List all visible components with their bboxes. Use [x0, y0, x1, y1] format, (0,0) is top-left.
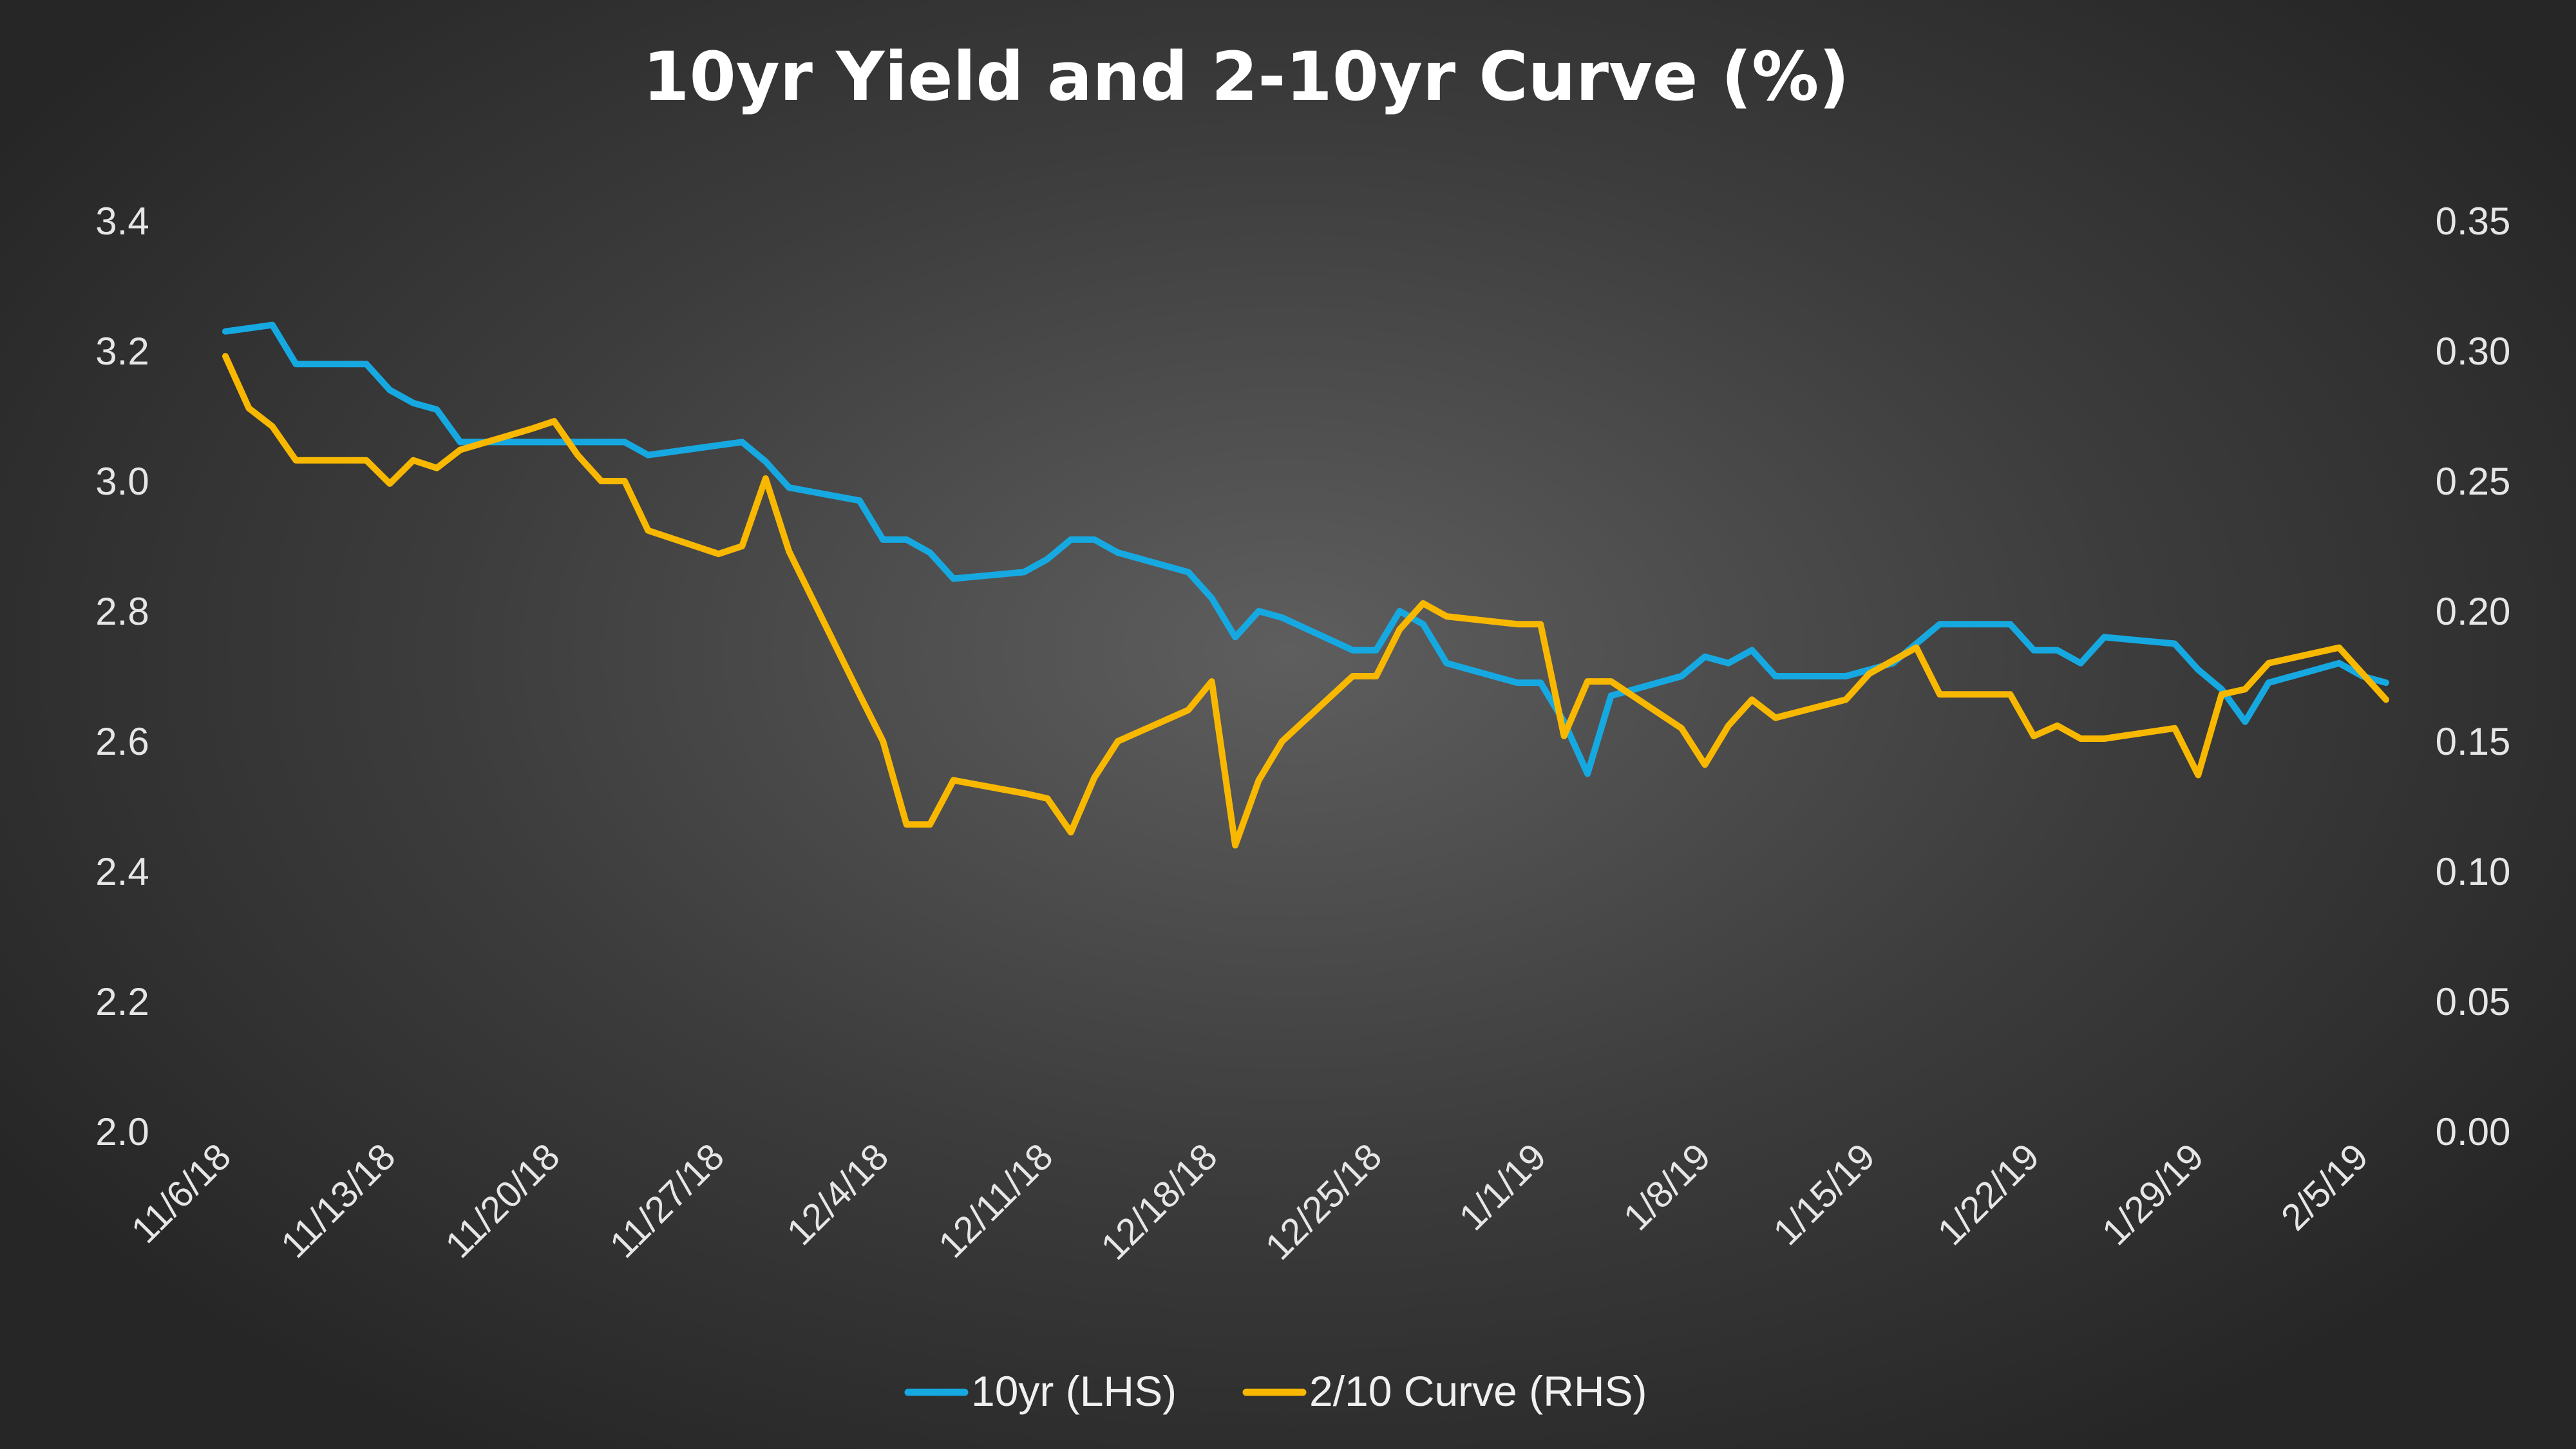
- left-axis-tick-label: 3.2: [95, 330, 149, 373]
- left-axis-tick-label: 2.4: [95, 850, 149, 893]
- left-axis-tick-label: 2.6: [95, 720, 149, 763]
- right-axis-tick-label: 0.35: [2436, 200, 2511, 243]
- left-axis-tick-label: 2.0: [95, 1110, 149, 1153]
- right-axis-tick-label: 0.20: [2436, 590, 2511, 633]
- legend-label: 10yr (LHS): [971, 1367, 1177, 1415]
- legend-label: 2/10 Curve (RHS): [1309, 1367, 1647, 1415]
- right-axis-tick-label: 0.30: [2436, 330, 2511, 373]
- plot-area: [222, 321, 2389, 849]
- series-line-2: [222, 353, 2389, 849]
- x-axis-tick-label: 12/11/18: [931, 1135, 1061, 1266]
- right-axis-tick-label: 0.10: [2436, 850, 2511, 893]
- right-axis-tick-label: 0.00: [2436, 1110, 2511, 1153]
- left-axis-tick-label: 3.4: [95, 200, 149, 243]
- x-axis-tick-label: 11/13/18: [273, 1135, 404, 1266]
- x-axis-tick-label: 1/15/19: [1765, 1135, 1883, 1253]
- right-axis-tick-label: 0.05: [2436, 980, 2511, 1023]
- x-axis-tick-label: 2/5/19: [2273, 1135, 2376, 1238]
- x-axis-tick-label: 12/25/18: [1257, 1135, 1390, 1268]
- x-axis-tick-label: 11/20/18: [437, 1135, 568, 1266]
- left-axis: 2.0 2.2 2.4 2.6 2.8 3.0 3.2 3.4: [95, 200, 149, 1153]
- left-axis-tick-label: 2.8: [95, 590, 149, 633]
- x-axis-tick-label: 1/1/19: [1451, 1135, 1554, 1238]
- x-axis-tick-label: 1/29/19: [2094, 1135, 2212, 1253]
- x-axis-tick-label: 1/8/19: [1616, 1135, 1719, 1238]
- series-line-1: [222, 321, 2389, 777]
- x-axis-tick-label: 11/27/18: [601, 1135, 732, 1266]
- right-axis: 0.00 0.05 0.10 0.15 0.20 0.25 0.30 0.35: [2436, 200, 2511, 1153]
- left-axis-tick-label: 2.2: [95, 980, 149, 1023]
- left-axis-tick-label: 3.0: [95, 460, 149, 503]
- x-axis: 11/6/18 11/13/18 11/20/18 11/27/18 12/4/18 12…: [123, 1135, 2376, 1268]
- x-axis-tick-label: 12/4/18: [779, 1135, 896, 1253]
- x-axis-tick-label: 12/18/18: [1093, 1135, 1226, 1268]
- x-axis-tick-label: 1/22/19: [1929, 1135, 2047, 1253]
- right-axis-tick-label: 0.25: [2436, 460, 2511, 503]
- right-axis-tick-label: 0.15: [2436, 720, 2511, 763]
- chart-title: 10yr Yield and 2-10yr Curve (%): [643, 37, 1850, 116]
- legend: 10yr (LHS) 2/10 Curve (RHS): [904, 1367, 1647, 1415]
